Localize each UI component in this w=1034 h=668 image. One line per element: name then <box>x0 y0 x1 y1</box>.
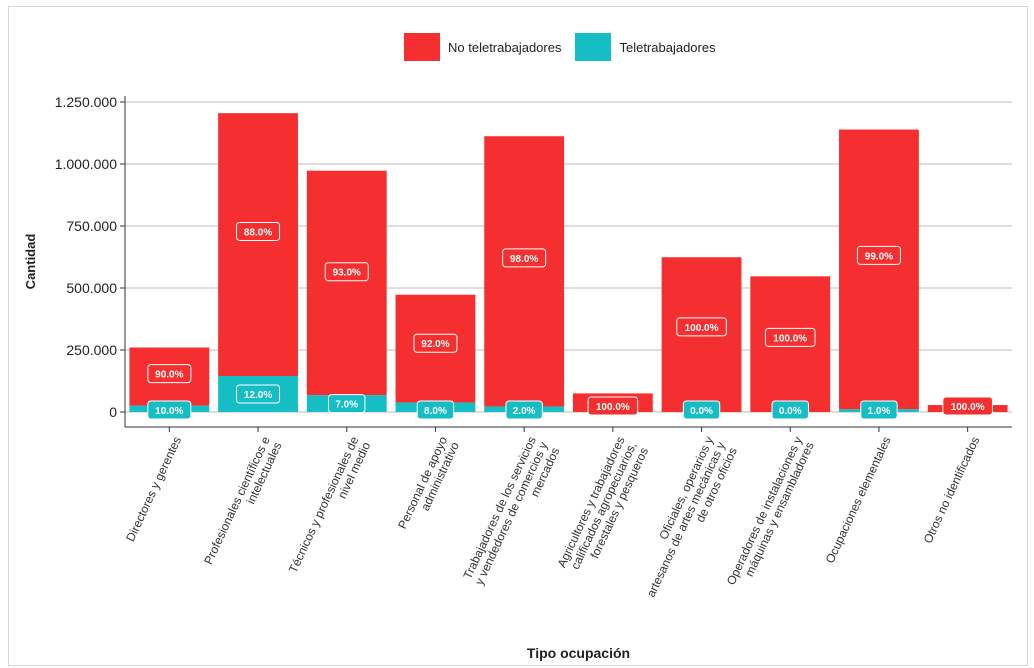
data-label-no-teletrabajadores-box <box>502 248 547 268</box>
y-axis-label: Cantidad <box>23 234 38 290</box>
data-label-no-teletrabajadores-box <box>942 396 993 416</box>
data-label-teletrabajadores: 0.0% <box>779 406 802 417</box>
data-label-teletrabajadores: 2.0% <box>513 406 536 417</box>
data-label-no-teletrabajadores: 100.0% <box>773 333 807 344</box>
legend-swatch-teletrabajadores <box>575 33 612 61</box>
data-label-no-teletrabajadores: 93.0% <box>333 268 361 279</box>
data-label-no-teletrabajadores: 100.0% <box>951 402 985 413</box>
data-label-teletrabajadores-box <box>236 384 281 404</box>
x-tick-label: Operadores de instalaciones ymáquinas y … <box>724 434 817 592</box>
data-label-no-teletrabajadores: 92.0% <box>421 339 449 350</box>
data-label-teletrabajadores: 0.0% <box>690 406 713 417</box>
data-label-no-teletrabajadores-box <box>587 396 639 416</box>
y-tick-label: 500.000 <box>66 280 117 296</box>
chart-frame <box>8 6 1028 666</box>
x-tick-label: Ocupaciones elementales <box>823 434 894 565</box>
x-tick-label-line: Profesionales científicos e <box>201 434 273 567</box>
x-tick-label-line: artesanos de artes mecánicas y <box>644 440 728 599</box>
y-tick-label: 750.000 <box>66 218 117 234</box>
bar-no-teletrabajadores <box>484 136 565 407</box>
y-tick-label: 250.000 <box>66 342 117 358</box>
x-tick-label-line: Otros no identificados <box>921 434 983 545</box>
legend-item-teletrabajadores: Teletrabajadores <box>575 33 716 61</box>
data-label-no-teletrabajadores-box <box>324 262 369 282</box>
legend-item-no-teletrabajadores: No teletrabajadores <box>404 33 561 61</box>
x-tick-label: Directores y gerentes <box>123 434 184 543</box>
data-label-teletrabajadores-box <box>860 400 898 420</box>
legend: No teletrabajadores Teletrabajadores <box>404 33 730 61</box>
data-label-teletrabajadores-box <box>328 394 366 414</box>
x-tick-label-line: y vendedores de comercios y <box>472 440 551 587</box>
data-label-no-teletrabajadores-box <box>147 364 192 384</box>
x-tick-label-line: Trabajadores de los servicios <box>460 434 538 581</box>
x-tick-label-line: Ocupaciones elementales <box>823 434 894 565</box>
data-label-no-teletrabajadores-box <box>413 333 458 353</box>
legend-label-no-teletrabajadores: No teletrabajadores <box>448 39 562 55</box>
data-label-no-teletrabajadores: 90.0% <box>155 370 183 381</box>
bar-no-teletrabajadores <box>306 170 387 396</box>
data-label-teletrabajadores-box <box>147 400 192 420</box>
x-tick-label: Técnicos y profesionales denivel medio <box>286 434 373 581</box>
data-label-no-teletrabajadores-box <box>236 221 281 241</box>
data-label-teletrabajadores: 12.0% <box>244 390 272 401</box>
x-tick-label: Trabajadores de los serviciosy vendedore… <box>460 434 562 592</box>
data-label-teletrabajadores-box <box>771 400 809 420</box>
data-label-no-teletrabajadores: 100.0% <box>596 402 630 413</box>
data-label-teletrabajadores-box <box>505 400 543 420</box>
x-tick-label-line: Técnicos y profesionales de <box>286 434 362 575</box>
data-label-no-teletrabajadores: 88.0% <box>244 227 272 238</box>
x-tick-label: Personal de apoyoadministrativo <box>395 434 462 536</box>
data-label-teletrabajadores-box <box>682 400 721 420</box>
data-label-teletrabajadores: 10.0% <box>155 406 183 417</box>
legend-swatch-no-teletrabajadores <box>404 33 440 61</box>
bar-no-teletrabajadores <box>839 129 919 410</box>
x-tick-label: Agricultores y trabajadorescalificados a… <box>555 434 652 580</box>
x-tick-label-line: Directores y gerentes <box>123 434 184 543</box>
y-tick-label: 0 <box>109 404 117 420</box>
bar-no-teletrabajadores <box>218 113 298 377</box>
data-label-teletrabajadores: 1.0% <box>868 406 891 417</box>
x-axis-label: Tipo ocupación <box>527 645 630 661</box>
y-tick-label: 1.000.000 <box>55 156 117 172</box>
data-label-no-teletrabajadores-box <box>764 327 816 347</box>
data-label-no-teletrabajadores: 98.0% <box>510 254 538 265</box>
data-label-no-teletrabajadores: 99.0% <box>865 251 893 262</box>
legend-label-teletrabajadores: Teletrabajadores <box>619 39 716 55</box>
data-label-teletrabajadores: 7.0% <box>335 400 358 411</box>
data-label-no-teletrabajadores-box <box>856 245 901 265</box>
y-tick-label: 1.250.000 <box>55 94 117 110</box>
x-tick-label: Profesionales científicos eintelectuales <box>201 434 285 572</box>
x-tick-label: Otros no identificados <box>921 434 983 545</box>
data-label-teletrabajadores-box <box>416 400 455 420</box>
data-label-no-teletrabajadores: 100.0% <box>685 323 719 334</box>
data-label-no-teletrabajadores-box <box>676 317 727 337</box>
data-label-teletrabajadores: 8.0% <box>424 406 447 417</box>
